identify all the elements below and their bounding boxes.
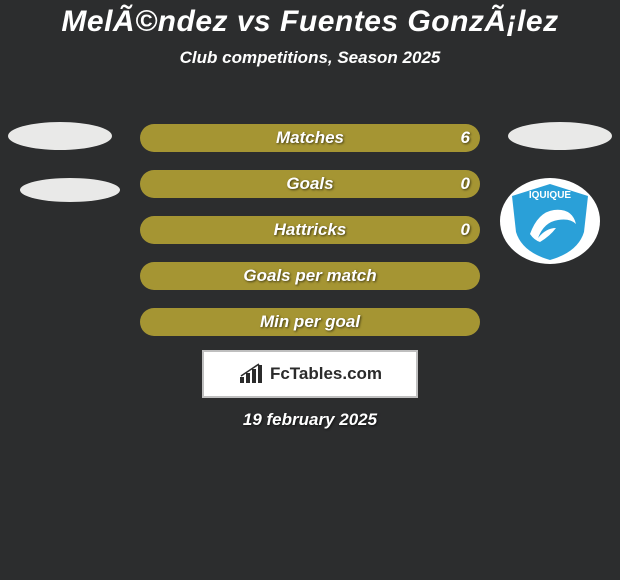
stat-value-right: 0	[461, 216, 470, 244]
stat-value-right: 0	[461, 170, 470, 198]
stat-value-right: 6	[461, 124, 470, 152]
stat-row: Min per goal	[0, 308, 620, 354]
stat-row: Goals0	[0, 170, 620, 216]
stat-bar	[140, 308, 480, 336]
card-subtitle: Club competitions, Season 2025	[0, 48, 620, 68]
stat-bar	[140, 170, 480, 198]
stat-bar	[140, 124, 480, 152]
card-title: MelÃ©ndez vs Fuentes GonzÃ¡lez	[0, 0, 620, 38]
brand-box[interactable]: FcTables.com	[202, 350, 418, 398]
stat-bar	[140, 216, 480, 244]
stat-row: Goals per match	[0, 262, 620, 308]
bars-icon	[238, 363, 264, 385]
stat-bar	[140, 262, 480, 290]
stat-rows: Matches6Goals0Hattricks0Goals per matchM…	[0, 124, 620, 354]
stat-row: Matches6	[0, 124, 620, 170]
footer-date: 19 february 2025	[0, 410, 620, 430]
brand-text: FcTables.com	[270, 364, 382, 384]
stat-row: Hattricks0	[0, 216, 620, 262]
stats-card: MelÃ©ndez vs Fuentes GonzÃ¡lez Club comp…	[0, 0, 620, 580]
